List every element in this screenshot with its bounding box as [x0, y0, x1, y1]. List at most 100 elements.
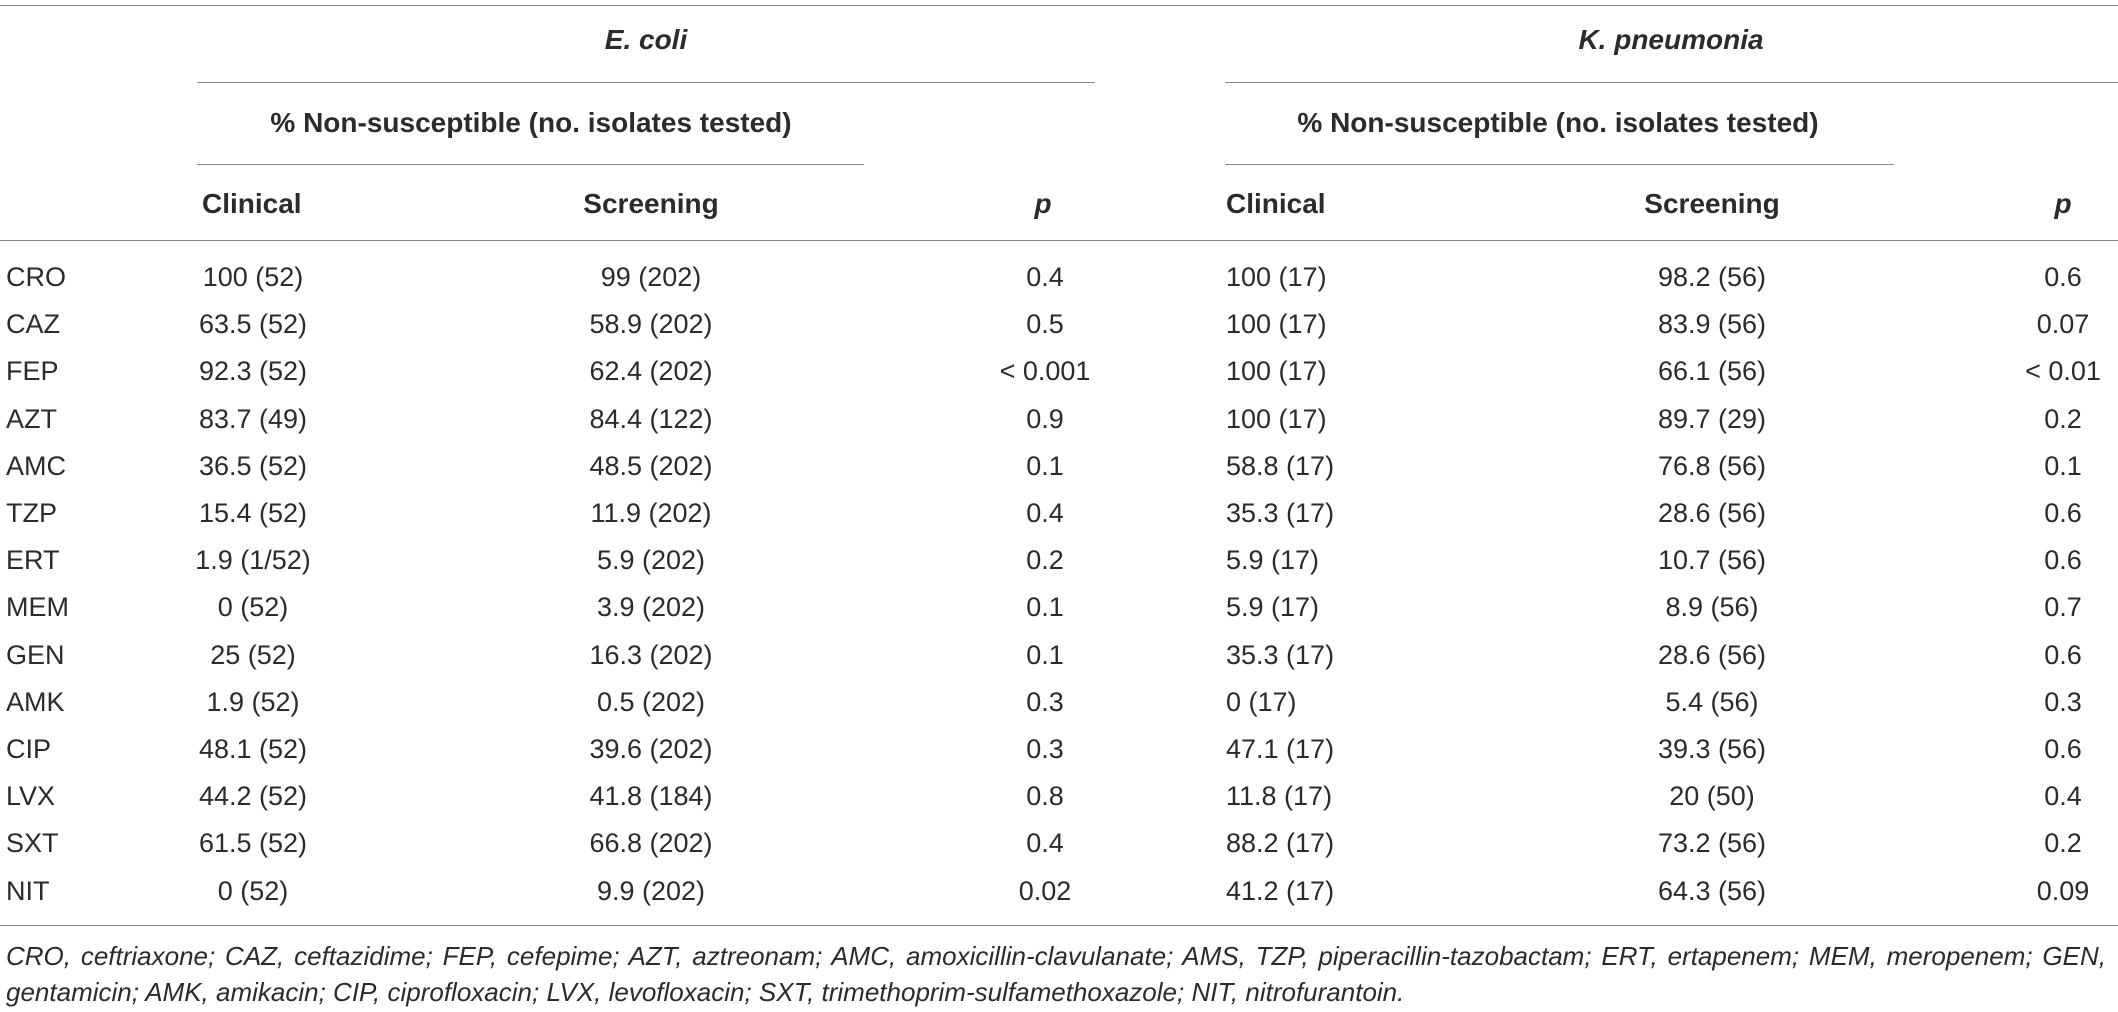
- drug-cell: FEP: [6, 356, 59, 387]
- kpn-screening-cell: 28.6 (56): [1657, 639, 1767, 670]
- kpn-clinical-cell: 0 (17): [1226, 686, 1297, 717]
- kpn-p-cell: 0.4: [2044, 781, 2082, 812]
- table-footnote: CRO, ceftriaxone; CAZ, ceftazidime; FEP,…: [6, 941, 2106, 1007]
- drug-cell: CAZ: [6, 309, 60, 340]
- drug-cell: SXT: [6, 828, 59, 859]
- kpn-screening-cell: 89.7 (29): [1657, 403, 1767, 434]
- drug-cell: CIP: [6, 734, 52, 764]
- table-bottom-rule: [0, 925, 2118, 926]
- kpn-p-cell: 0.6: [2044, 498, 2082, 528]
- ecoli-screening-cell: 11.9 (202): [590, 498, 712, 528]
- ecoli-p-cell: 0.8: [1026, 781, 1064, 812]
- group-header-kpneumonia: K. pneumonia: [1578, 24, 1764, 55]
- ecoli-clinical-cell: 83.7 (49): [198, 403, 308, 434]
- kpn-clinical-cell: 5.9 (17): [1226, 545, 1320, 576]
- group-header-ecoli: E. coli: [604, 24, 688, 55]
- kpn-clinical-cell: 5.9 (17): [1226, 592, 1320, 623]
- subheader-kpneumonia: % Non-susceptible (no. isolates tested): [1297, 107, 1819, 138]
- kpn-group-rule: [1225, 82, 2118, 83]
- ecoli-subheader-rule: [197, 164, 864, 165]
- subheader-ecoli: % Non-susceptible (no. isolates tested): [270, 107, 792, 138]
- ecoli-screening-cell: 58.9 (202): [589, 309, 713, 340]
- kpn-p-cell: 0.2: [2044, 828, 2082, 859]
- kpn-clinical-cell: 41.2 (17): [1226, 875, 1335, 906]
- ecoli-p-cell: 0.1: [1026, 592, 1064, 623]
- kpn-p-cell: 0.09: [2036, 875, 2090, 906]
- kpn-screening-cell: 64.3 (56): [1657, 875, 1767, 906]
- kpn-p-cell: 0.6: [2044, 734, 2082, 764]
- kpn-p-cell: 0.7: [2044, 592, 2082, 623]
- kpn-screening-cell: 10.7 (56): [1657, 545, 1767, 576]
- kpn-clinical-cell: 58.8 (17): [1226, 450, 1335, 481]
- ecoli-p-cell: 0.4: [1026, 498, 1064, 528]
- kpn-screening-cell: 76.8 (56): [1657, 450, 1767, 481]
- drug-cell: ERT: [6, 545, 60, 576]
- header-bottom-rule: [0, 240, 2118, 241]
- kpn-p-cell: 0.6: [2044, 262, 2082, 292]
- ecoli-screening-cell: 16.3 (202): [589, 639, 713, 670]
- col-header-ecoli-screening: Screening: [583, 188, 719, 219]
- ecoli-clinical-cell: 25 (52): [210, 639, 296, 670]
- ecoli-p-cell: 0.4: [1026, 262, 1064, 292]
- kpn-screening-cell: 73.2 (56): [1657, 828, 1767, 859]
- ecoli-screening-cell: 99 (202): [600, 262, 702, 292]
- col-header-kpn-clinical: Clinical: [1226, 188, 1326, 219]
- kpn-clinical-cell: 100 (17): [1226, 262, 1327, 292]
- kpn-screening-cell: 28.6 (56): [1657, 498, 1767, 528]
- kpn-subheader-rule: [1225, 164, 1894, 165]
- ecoli-screening-cell: 9.9 (202): [596, 875, 706, 906]
- kpn-clinical-cell: 88.2 (17): [1226, 828, 1335, 859]
- ecoli-clinical-cell: 15.4 (52): [198, 498, 308, 528]
- ecoli-screening-cell: 84.4 (122): [589, 403, 713, 434]
- ecoli-clinical-cell: 61.5 (52): [198, 828, 308, 859]
- col-header-kpn-screening: Screening: [1644, 188, 1780, 219]
- kpn-screening-cell: 39.3 (56): [1657, 734, 1767, 764]
- ecoli-clinical-cell: 0 (52): [217, 592, 289, 623]
- drug-cell: LVX: [6, 781, 56, 812]
- drug-cell: NIT: [6, 875, 50, 906]
- ecoli-p-cell: 0.5: [1026, 309, 1064, 340]
- kpn-clinical-cell: 47.1 (17): [1226, 734, 1335, 764]
- kpn-clinical-cell: 100 (17): [1226, 309, 1327, 340]
- drug-cell: AMC: [6, 450, 66, 481]
- ecoli-clinical-cell: 1.9 (52): [206, 686, 300, 717]
- drug-cell: AMK: [6, 686, 65, 717]
- ecoli-p-cell: 0.1: [1026, 450, 1064, 481]
- kpn-clinical-cell: 35.3 (17): [1226, 498, 1335, 528]
- ecoli-screening-cell: 5.9 (202): [596, 545, 706, 576]
- ecoli-p-cell: < 0.001: [999, 356, 1091, 387]
- kpn-clinical-cell: 11.8 (17): [1226, 781, 1333, 812]
- ecoli-p-cell: 0.4: [1026, 828, 1064, 859]
- kpn-p-cell: 0.1: [2044, 450, 2082, 481]
- ecoli-clinical-cell: 100 (52): [202, 262, 304, 292]
- ecoli-clinical-cell: 36.5 (52): [198, 450, 308, 481]
- ecoli-p-cell: 0.2: [1026, 545, 1064, 576]
- kpn-p-cell: 0.6: [2044, 545, 2082, 576]
- drug-cell: GEN: [6, 639, 65, 670]
- drug-cell: CRO: [6, 262, 66, 292]
- ecoli-screening-cell: 41.8 (184): [589, 781, 713, 812]
- kpn-screening-cell: 83.9 (56): [1657, 309, 1767, 340]
- kpn-p-cell: 0.6: [2044, 639, 2082, 670]
- kpn-clinical-cell: 100 (17): [1226, 356, 1327, 387]
- kpn-p-cell: 0.2: [2044, 403, 2082, 434]
- ecoli-clinical-cell: 92.3 (52): [198, 356, 308, 387]
- ecoli-clinical-cell: 1.9 (1/52): [195, 545, 311, 576]
- drug-cell: MEM: [6, 592, 69, 623]
- ecoli-screening-cell: 0.5 (202): [596, 686, 706, 717]
- kpn-clinical-cell: 35.3 (17): [1226, 639, 1335, 670]
- ecoli-p-cell: 0.3: [1026, 686, 1064, 717]
- kpn-screening-cell: 98.2 (56): [1657, 262, 1767, 292]
- ecoli-clinical-cell: 63.5 (52): [198, 309, 308, 340]
- kpn-screening-cell: 20 (50): [1669, 781, 1755, 812]
- ecoli-p-cell: 0.9: [1026, 403, 1064, 434]
- top-rule: [0, 5, 2118, 6]
- ecoli-screening-cell: 48.5 (202): [589, 450, 713, 481]
- ecoli-screening-cell: 39.6 (202): [589, 734, 713, 764]
- ecoli-clinical-cell: 48.1 (52): [198, 734, 308, 764]
- col-header-ecoli-clinical: Clinical: [202, 188, 302, 219]
- ecoli-screening-cell: 66.8 (202): [589, 828, 713, 859]
- col-header-kpn-p: p: [2054, 188, 2072, 219]
- ecoli-p-cell: 0.1: [1026, 639, 1064, 670]
- ecoli-screening-cell: 3.9 (202): [596, 592, 706, 623]
